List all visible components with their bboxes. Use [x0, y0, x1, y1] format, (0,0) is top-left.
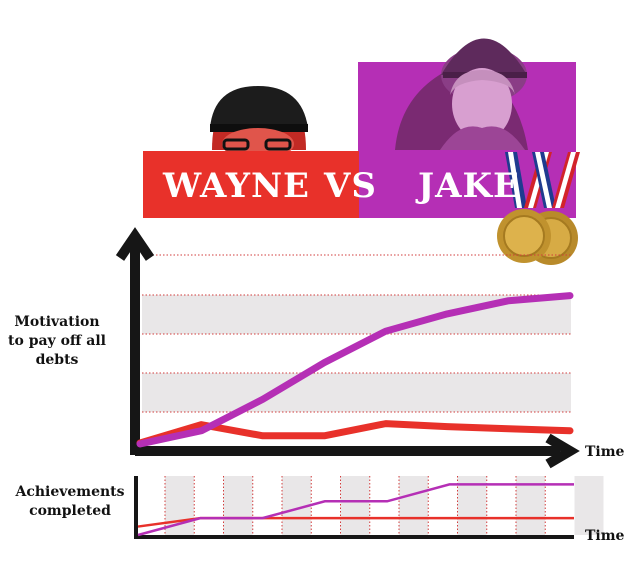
- achievements-chart: [134, 476, 604, 539]
- main-grid-band: [142, 373, 571, 412]
- x-axis-arrow-icon: [135, 433, 580, 469]
- achievements-chart-gridbands: [165, 476, 604, 535]
- jake-motivation-line: [136, 292, 574, 448]
- medal-icon: [497, 152, 580, 265]
- achievements-grid-band: [457, 476, 487, 535]
- jake-achievements-line: [137, 483, 574, 537]
- achievements-chart-xlabel: Time: [585, 528, 625, 544]
- achievements-chart-ylabel: Achievements completed: [15, 484, 125, 519]
- y-axis-arrow-icon: [115, 227, 155, 455]
- achievements-grid-band: [399, 476, 428, 535]
- achievements-grid-band: [574, 476, 604, 535]
- jake-title: JAKE: [418, 166, 520, 206]
- main-chart: [115, 227, 580, 469]
- main-chart-xlabel: Time: [585, 444, 625, 460]
- main-chart-ylabel: Motivation to pay off all debts: [8, 314, 106, 368]
- wayne-title-banner: [143, 151, 359, 218]
- main-chart-gridbands: [142, 295, 571, 412]
- vs-title: VS: [324, 166, 377, 206]
- achievements-grid-band: [223, 476, 253, 535]
- achievements-grid-band: [340, 476, 370, 535]
- achievements-chart-gridlines: [164, 476, 546, 535]
- wayne-title: WAYNE: [163, 166, 310, 206]
- wayne-portrait: [210, 86, 308, 160]
- main-chart-gridlines: [142, 254, 571, 413]
- achievements-grid-band: [516, 476, 545, 535]
